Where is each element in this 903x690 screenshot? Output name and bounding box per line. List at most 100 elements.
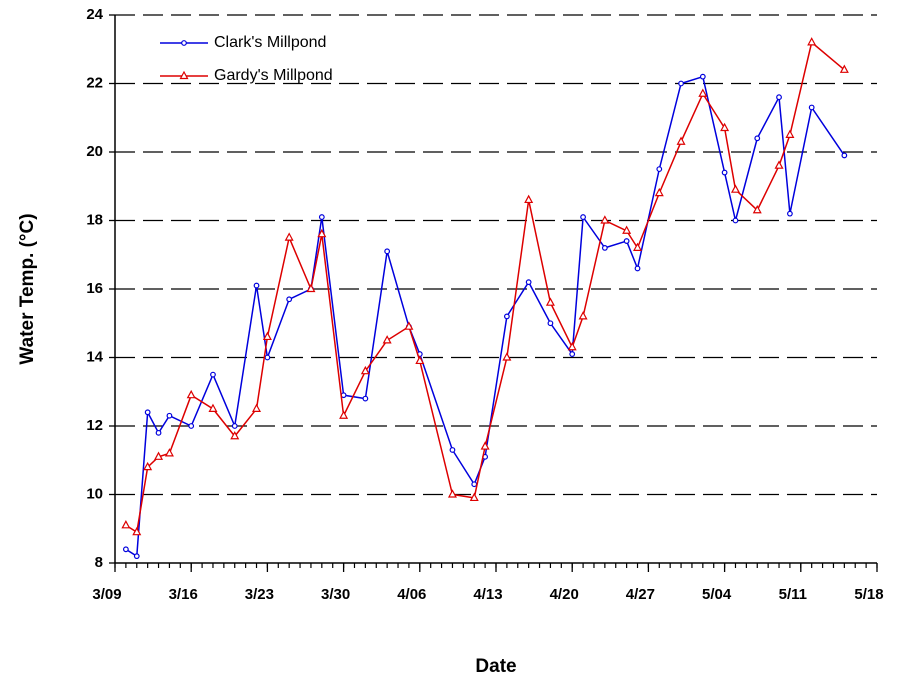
marker [807, 37, 817, 46]
marker [699, 73, 706, 80]
marker [752, 204, 762, 214]
marker [678, 80, 684, 87]
x-tick-label: 5/11 [779, 586, 807, 603]
marker [188, 423, 195, 429]
marker [633, 242, 643, 251]
marker [623, 238, 630, 244]
marker [502, 352, 512, 361]
marker [447, 489, 457, 498]
y-tick-label: 24 [86, 6, 103, 23]
x-tick-label: 4/20 [550, 586, 579, 603]
marker [721, 169, 728, 176]
y-tick-label: 20 [86, 143, 103, 160]
x-tick-label: 3/30 [321, 586, 350, 603]
marker [787, 210, 793, 217]
x-tick-label: 5/18 [854, 586, 883, 603]
marker [730, 184, 740, 193]
marker [578, 311, 588, 320]
marker [732, 217, 739, 224]
marker [676, 136, 686, 145]
marker [121, 520, 131, 529]
marker [384, 248, 391, 255]
x-tick-label: 5/04 [702, 586, 732, 603]
marker [122, 546, 129, 553]
marker [567, 341, 577, 351]
marker [525, 279, 532, 286]
y-tick-label: 14 [86, 348, 103, 365]
marker [317, 228, 327, 238]
marker [230, 431, 240, 440]
marker [164, 448, 174, 457]
marker [133, 553, 140, 560]
marker [622, 225, 632, 234]
x-tick-label: 4/13 [473, 586, 502, 603]
y-tick-label: 8 [95, 554, 103, 571]
marker [253, 282, 260, 289]
marker [382, 335, 392, 344]
y-tick-label: 18 [86, 211, 103, 228]
marker [601, 244, 608, 251]
marker [179, 70, 189, 80]
marker [449, 447, 456, 453]
marker [480, 441, 490, 450]
marker [264, 354, 271, 361]
x-axis-label: Date [475, 656, 516, 677]
marker [569, 351, 576, 357]
marker [545, 297, 555, 306]
marker [181, 40, 187, 46]
marker [231, 423, 238, 429]
marker [839, 64, 849, 73]
marker [144, 409, 151, 416]
x-tick-label: 3/09 [92, 586, 121, 603]
marker [656, 166, 663, 173]
y-tick-label: 10 [86, 485, 103, 502]
marker [306, 283, 316, 293]
series-line [125, 75, 845, 558]
x-tick-label: 4/27 [626, 586, 655, 603]
marker [580, 214, 586, 220]
y-tick-label: 12 [86, 417, 103, 434]
y-tick-label: 16 [86, 280, 103, 297]
marker [360, 365, 370, 375]
legend-label: Clark's Millpond [214, 34, 326, 51]
marker [720, 122, 730, 132]
x-tick-label: 4/06 [397, 586, 426, 603]
x-tick-label: 3/23 [245, 586, 274, 603]
marker [262, 331, 272, 341]
marker [252, 403, 262, 412]
marker [503, 313, 510, 320]
legend-label: Gardy's Millpond [214, 67, 333, 84]
marker [318, 214, 325, 220]
x-tick-label: 3/16 [169, 586, 198, 603]
marker [634, 265, 641, 272]
y-axis-label: Water Temp. (°C) [17, 213, 38, 364]
marker [208, 403, 218, 412]
marker [143, 461, 153, 471]
marker [284, 232, 294, 241]
marker [524, 194, 534, 204]
marker [841, 152, 848, 159]
marker [286, 296, 293, 303]
marker [698, 88, 708, 97]
marker [774, 160, 784, 169]
marker [415, 355, 425, 365]
marker [210, 371, 216, 378]
marker [469, 492, 479, 502]
marker [186, 389, 196, 399]
marker [154, 451, 164, 460]
marker [754, 135, 761, 142]
marker [654, 187, 664, 197]
marker [339, 410, 349, 419]
marker [132, 526, 142, 536]
marker [776, 94, 782, 101]
marker [155, 429, 162, 436]
marker [808, 104, 815, 111]
y-tick-label: 22 [86, 74, 103, 91]
marker [404, 321, 414, 330]
marker [166, 412, 173, 419]
marker [785, 129, 795, 138]
marker [471, 481, 478, 488]
marker [362, 395, 369, 402]
marker [600, 215, 610, 224]
